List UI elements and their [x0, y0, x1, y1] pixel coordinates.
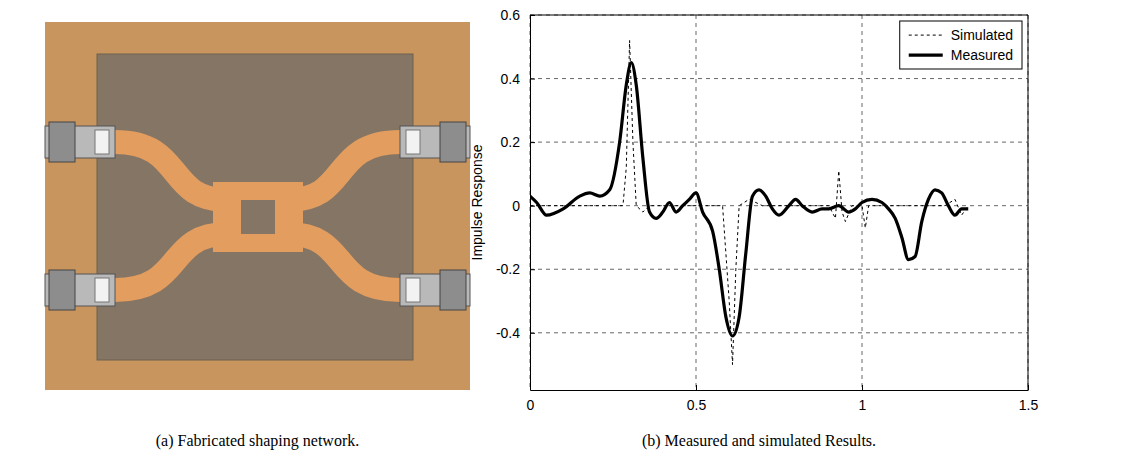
y-tick: 0 [512, 198, 535, 214]
grid-line-x [696, 15, 697, 390]
center-slot [241, 200, 275, 234]
y-tick-mark [530, 79, 535, 80]
y-tick-label: 0.4 [501, 71, 521, 87]
trace [288, 234, 400, 290]
series-line [530, 63, 968, 336]
legend-label: Simulated [951, 27, 1013, 43]
center-patch [213, 182, 303, 252]
legend-swatch [909, 53, 943, 56]
grid-line-y [530, 142, 1028, 143]
x-tick-mark [862, 385, 863, 390]
connector-nut [440, 122, 466, 162]
photo-background [45, 22, 470, 390]
caption: (a) Fabricated shaping network. [156, 432, 359, 450]
frame-top [530, 15, 1028, 16]
grid-line-y [530, 78, 1028, 79]
y-tick-label: 0.2 [501, 134, 521, 150]
y-axis-line [530, 16, 531, 391]
legend-swatch [909, 35, 943, 36]
legend: Simulated Measured [900, 21, 1022, 69]
y-tick-mark [530, 333, 535, 334]
connector-nut [49, 122, 75, 162]
connector [45, 270, 115, 310]
caption: (b) Measured and simulated Results. [642, 432, 876, 450]
y-axis-title: Impulse Response [469, 144, 485, 260]
y-tick-label: 0.6 [501, 7, 521, 23]
figure: 0 0.5 1 1.5 -0.4 -0.2 0 0.2 0.4 0.6 Impulse Respon… [0, 0, 1140, 462]
y-tick-label: 0 [512, 198, 520, 214]
legend-label: Measured [951, 47, 1013, 63]
grid-line-x [1028, 15, 1029, 390]
connector [400, 270, 470, 310]
plot-background [530, 15, 1028, 390]
trace [115, 142, 227, 200]
y-tick-mark [530, 269, 535, 270]
connector-pin [406, 278, 420, 302]
frame-right [1028, 15, 1029, 390]
series-line [530, 40, 968, 364]
x-axis-line [531, 390, 1029, 391]
connector-nut [440, 270, 466, 310]
trace [115, 234, 227, 290]
x-axis: 0 0.5 1 1.5 [527, 385, 1039, 413]
y-tick-mark [530, 142, 535, 143]
x-tick-label: 1.5 [1019, 397, 1039, 413]
y-tick-label: -0.2 [496, 261, 520, 277]
substrate [97, 54, 413, 360]
connector-nut [49, 270, 75, 310]
y-axis: -0.4 -0.2 0 0.2 0.4 0.6 [496, 7, 535, 391]
grid-line-y [530, 332, 1028, 333]
x-tick: 0.5 [687, 385, 707, 413]
connector [45, 122, 115, 162]
y-tick: 0.4 [501, 71, 535, 87]
chart: 0 0.5 1 1.5 -0.4 -0.2 0 0.2 0.4 0.6 Impulse Respon… [469, 7, 1039, 413]
x-tick-label: 1 [859, 397, 867, 413]
x-tick: 1 [859, 385, 867, 413]
y-tick: 0.6 [501, 7, 535, 23]
grid-line-y [530, 15, 1028, 16]
y-tick: -0.4 [496, 325, 535, 341]
x-tick-mark [696, 385, 697, 390]
connector-pin [95, 278, 109, 302]
connector [400, 122, 470, 162]
x-tick: 1.5 [1019, 385, 1039, 413]
y-tick: -0.2 [496, 261, 535, 277]
legend-box [900, 21, 1022, 69]
connector-pin [95, 130, 109, 154]
y-tick-mark [530, 206, 535, 207]
x-tick-label: 0.5 [687, 397, 707, 413]
x-tick-label: 0 [527, 397, 535, 413]
trace [288, 142, 400, 200]
series-group [530, 40, 968, 364]
y-tick-label: -0.4 [496, 325, 520, 341]
connector-pin [406, 130, 420, 154]
photo-panel [45, 22, 470, 390]
grid-line-y [530, 269, 1028, 270]
y-tick: 0.2 [501, 134, 535, 150]
